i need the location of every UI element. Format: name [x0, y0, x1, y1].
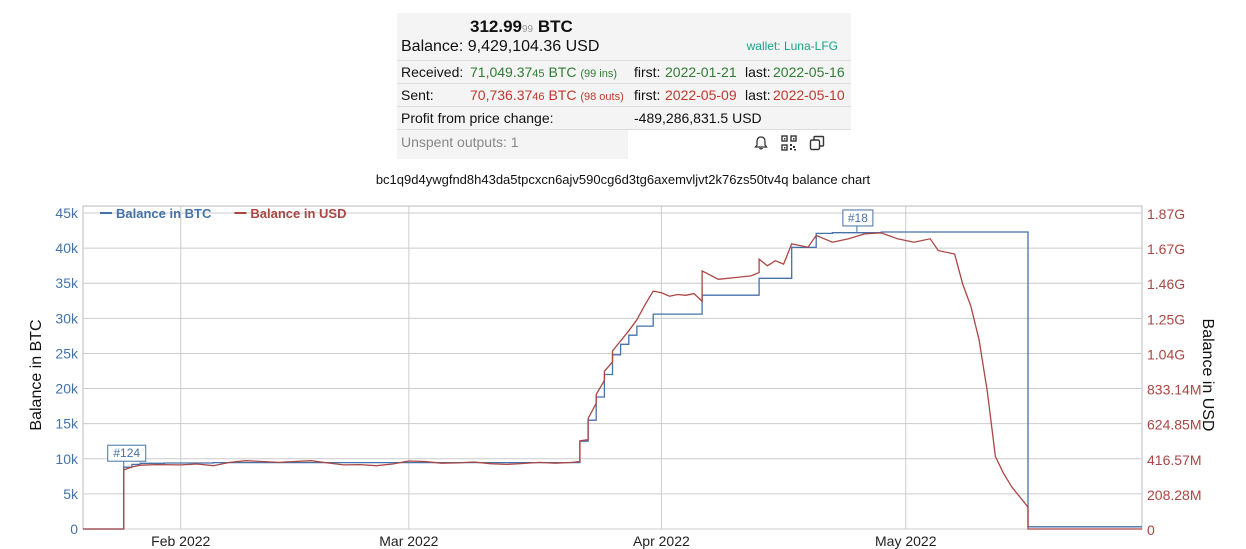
- received-ins: (99 ins): [580, 68, 618, 80]
- received-row: Received: 71,049.3745 BTC (99 ins) first…: [397, 60, 851, 84]
- y-tick-label-right: 0: [1147, 522, 1155, 538]
- received-first-date: 2022-01-21: [665, 64, 737, 80]
- y-tick-label-left: 20k: [55, 381, 79, 397]
- unspent-outputs: Unspent outputs: 1: [401, 134, 519, 150]
- x-tick-label: May 2022: [875, 533, 937, 549]
- balance-usd-value: 9,429,104.36 USD: [467, 38, 600, 55]
- btc-balance-unit: BTC: [537, 17, 573, 36]
- sent-outs: (98 outs): [580, 91, 624, 103]
- received-last-date: 2022-05-16: [773, 64, 845, 80]
- x-tick-label: Apr 2022: [633, 533, 690, 549]
- y-tick-label-right: 1.87G: [1147, 206, 1185, 222]
- y-tick-label-left: 5k: [63, 486, 79, 502]
- profit-value: -489,286,831.5 USD: [634, 110, 762, 126]
- btc-balance-small-digits: 99: [522, 24, 534, 35]
- balance-header: 312.9999 BTC Balance: 9,429,104.36 USD w…: [397, 13, 851, 60]
- action-icons: [753, 135, 825, 156]
- wallet-link[interactable]: wallet: Luna-LFG: [746, 39, 838, 53]
- sent-btc-small-digits: 46: [532, 91, 545, 103]
- y-tick-label-right: 1.04G: [1147, 346, 1185, 362]
- sent-first-date: 2022-05-09: [665, 87, 737, 103]
- y-tick-label-right: 1.25G: [1147, 311, 1185, 327]
- wallet-summary-panel: 312.9999 BTC Balance: 9,429,104.36 USD w…: [397, 13, 851, 160]
- received-btc-small-digits: 45: [532, 68, 545, 80]
- legend-item[interactable]: Balance in BTC: [116, 206, 212, 221]
- legend-item[interactable]: Balance in USD: [250, 206, 346, 221]
- flag-label[interactable]: #18: [848, 211, 868, 225]
- btc-balance-line: [83, 231, 1142, 530]
- sent-last-date: 2022-05-10: [773, 87, 845, 103]
- y-tick-label-right: 624.85M: [1147, 417, 1201, 433]
- sent-label: Sent:: [401, 87, 434, 103]
- flag-box[interactable]: [107, 444, 147, 462]
- y-tick-label-right: 416.57M: [1147, 452, 1201, 468]
- flag-box[interactable]: [842, 209, 874, 227]
- y-tick-label-right: 1.46G: [1147, 276, 1185, 292]
- profit-label: Profit from price change:: [401, 110, 554, 126]
- unspent-actions-bg: [628, 130, 851, 160]
- usd-balance: Balance: 9,429,104.36 USD: [401, 38, 599, 56]
- chart-legend[interactable]: Balance in BTC Balance in USD: [100, 206, 346, 221]
- received-label: Received:: [401, 64, 464, 80]
- y-tick-label-left: 30k: [55, 310, 79, 326]
- btc-balance-main: 312.99: [470, 17, 522, 36]
- sent-btc-unit: BTC: [548, 87, 577, 103]
- received-btc: 71,049.3745 BTC (99 ins): [470, 64, 617, 80]
- chart-annotations: #124 #18: [107, 209, 874, 468]
- unspent-row: Unspent outputs: 1: [397, 129, 851, 160]
- y-tick-label-left: 45k: [55, 205, 79, 221]
- sent-btc-main: 70,736.37: [470, 87, 533, 103]
- x-tick-label: Mar 2022: [379, 533, 438, 549]
- y-tick-label-left: 35k: [55, 275, 79, 291]
- received-btc-main: 71,049.37: [470, 64, 533, 80]
- y-tick-label-right: 208.28M: [1147, 487, 1201, 503]
- received-btc-unit: BTC: [548, 64, 577, 80]
- y-axis-title-right: Balance in USD: [1199, 319, 1216, 432]
- sent-btc: 70,736.3746 BTC (98 outs): [470, 87, 624, 103]
- y-tick-label-left: 10k: [55, 451, 79, 467]
- qr-code-icon[interactable]: [781, 135, 797, 156]
- y-tick-label-right: 833.14M: [1147, 382, 1201, 398]
- btc-balance: 312.9999 BTC: [470, 17, 573, 37]
- sent-row: Sent: 70,736.3746 BTC (98 outs) first: 2…: [397, 83, 851, 107]
- copy-icon[interactable]: [809, 135, 825, 156]
- sent-last-label: last:: [745, 87, 771, 103]
- y-tick-label-left: 0: [70, 521, 78, 537]
- usd-balance-line: [83, 232, 1142, 530]
- y-tick-label-right: 1.67G: [1147, 241, 1185, 257]
- y-tick-label-left: 15k: [55, 416, 79, 432]
- profit-row: Profit from price change: -489,286,831.5…: [397, 106, 851, 130]
- chart-axes: 0 0 5k 208.28M 10k 416.57M 15k 624.85M 20k 833.14…: [28, 205, 1216, 549]
- received-first-label: first:: [634, 64, 661, 80]
- received-last-label: last:: [745, 64, 771, 80]
- x-tick-label: Feb 2022: [151, 533, 210, 549]
- y-tick-label-left: 40k: [55, 240, 79, 256]
- chart-title: bc1q9d4ywgfnd8h43da5tpcxcn6ajv590cg6d3tg…: [375, 172, 871, 187]
- balance-label: Balance:: [401, 38, 464, 55]
- chart-series: [83, 231, 1142, 530]
- sent-first-label: first:: [634, 87, 661, 103]
- bell-icon[interactable]: [753, 135, 769, 156]
- y-axis-title-left: Balance in BTC: [28, 319, 45, 430]
- flag-label[interactable]: #124: [113, 446, 140, 460]
- y-tick-label-left: 25k: [55, 345, 79, 361]
